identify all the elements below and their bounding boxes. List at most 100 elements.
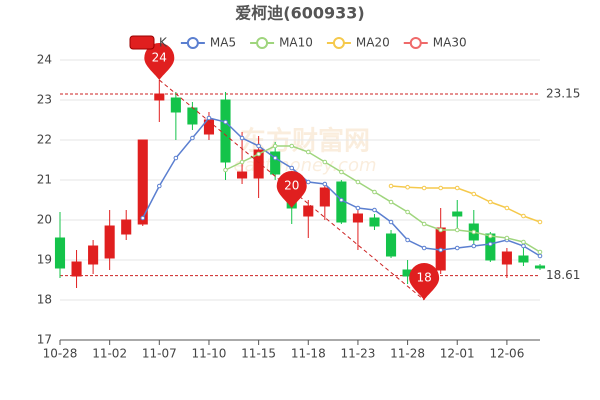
y-tick-label: 21 bbox=[37, 173, 52, 187]
candle-body bbox=[88, 245, 99, 265]
ma-point bbox=[521, 213, 526, 219]
ma-point bbox=[388, 183, 394, 189]
ma-point bbox=[521, 239, 526, 245]
ma-point bbox=[239, 159, 245, 165]
candle-body bbox=[352, 213, 363, 223]
ma-point bbox=[488, 199, 493, 205]
ma-point bbox=[355, 179, 361, 185]
ma-point bbox=[537, 253, 543, 259]
ma-point bbox=[190, 135, 195, 141]
ma-point bbox=[355, 205, 361, 211]
ma-point bbox=[438, 185, 443, 191]
ma-point bbox=[372, 207, 377, 213]
ma-point bbox=[421, 245, 427, 251]
y-tick-label: 20 bbox=[37, 213, 52, 227]
ma-point bbox=[421, 221, 427, 227]
ma-point bbox=[289, 165, 295, 171]
candle-body bbox=[187, 107, 198, 125]
ma-point bbox=[488, 233, 493, 239]
ma-point bbox=[471, 243, 477, 249]
x-tick-label: 11-28 bbox=[390, 347, 425, 361]
candle-body bbox=[54, 237, 66, 269]
ma-point bbox=[289, 143, 295, 149]
candle-body bbox=[104, 225, 115, 259]
ma-point bbox=[223, 119, 228, 125]
candle-body bbox=[501, 251, 512, 265]
candle-body bbox=[71, 261, 82, 277]
legend-label: MA20 bbox=[356, 36, 390, 50]
ma-point bbox=[223, 167, 228, 173]
ma-point bbox=[537, 219, 543, 225]
ma-point bbox=[272, 155, 278, 161]
candle-body bbox=[534, 265, 546, 269]
mark-pin bbox=[276, 171, 307, 208]
mark-pin bbox=[144, 43, 175, 80]
mark-label: 24 bbox=[152, 51, 167, 65]
candle-body bbox=[170, 97, 181, 113]
ma-point bbox=[421, 185, 427, 191]
ma-point bbox=[504, 205, 510, 211]
candle-body bbox=[121, 219, 132, 235]
legend-label: MA5 bbox=[210, 36, 236, 50]
ma-point bbox=[256, 151, 261, 157]
ma-point bbox=[488, 241, 493, 247]
y-tick-label: 19 bbox=[37, 253, 52, 267]
mark-label: 18 bbox=[416, 271, 431, 285]
candle-body bbox=[518, 255, 529, 263]
x-tick-label: 11-18 bbox=[291, 347, 326, 361]
ma-point bbox=[140, 215, 146, 221]
ma-point bbox=[454, 227, 460, 233]
y-tick-label: 23 bbox=[37, 93, 52, 107]
candle-body bbox=[303, 205, 314, 217]
candle-body bbox=[220, 99, 231, 163]
y-tick-label: 18 bbox=[37, 293, 52, 307]
legend-label: K bbox=[159, 36, 168, 50]
ref-line-label: 18.61 bbox=[546, 268, 580, 282]
ma-point bbox=[322, 159, 328, 165]
candle-body bbox=[385, 233, 397, 257]
chart-title: 爱柯迪(600933) bbox=[235, 4, 364, 23]
ma-point bbox=[388, 219, 394, 225]
x-tick-label: 12-01 bbox=[440, 347, 475, 361]
ma-point bbox=[256, 143, 261, 149]
ma-point bbox=[471, 191, 477, 197]
ma-point bbox=[173, 155, 179, 161]
candle-body bbox=[319, 187, 330, 207]
candle-body bbox=[369, 217, 380, 227]
x-tick-label: 11-23 bbox=[340, 347, 375, 361]
x-tick-label: 10-28 bbox=[43, 347, 78, 361]
x-tick-label: 11-15 bbox=[241, 347, 276, 361]
candle-body bbox=[154, 93, 165, 101]
legend-swatch bbox=[409, 37, 422, 49]
legend-label: MA10 bbox=[279, 36, 313, 50]
ref-line-label: 23.15 bbox=[546, 87, 580, 101]
legend-swatch bbox=[129, 35, 155, 50]
ma-point bbox=[471, 229, 477, 235]
ma-point bbox=[454, 245, 460, 251]
candle-body bbox=[253, 149, 264, 179]
ma-point bbox=[537, 249, 543, 255]
ma-point bbox=[521, 243, 526, 249]
ma-point bbox=[504, 235, 510, 241]
x-tick-label: 12-06 bbox=[489, 347, 524, 361]
ma-point bbox=[157, 183, 162, 189]
ma-point bbox=[405, 237, 410, 243]
legend-swatch bbox=[256, 37, 269, 49]
x-tick-label: 11-10 bbox=[192, 347, 227, 361]
ma-point bbox=[339, 169, 344, 175]
ma-point bbox=[206, 115, 212, 121]
ma-line bbox=[225, 145, 541, 253]
ma-line bbox=[390, 185, 541, 223]
candle-body bbox=[270, 151, 281, 175]
candle-body bbox=[452, 211, 463, 217]
ma-point bbox=[322, 181, 328, 187]
y-tick-label: 17 bbox=[37, 333, 52, 347]
ma-point bbox=[438, 227, 443, 233]
ma-point bbox=[305, 179, 311, 185]
ma-point bbox=[388, 199, 394, 205]
mark-label: 20 bbox=[284, 179, 299, 193]
legend-swatch bbox=[186, 37, 199, 49]
y-tick-label: 22 bbox=[37, 133, 52, 147]
ma-point bbox=[305, 149, 311, 155]
x-tick-label: 11-02 bbox=[92, 347, 127, 361]
